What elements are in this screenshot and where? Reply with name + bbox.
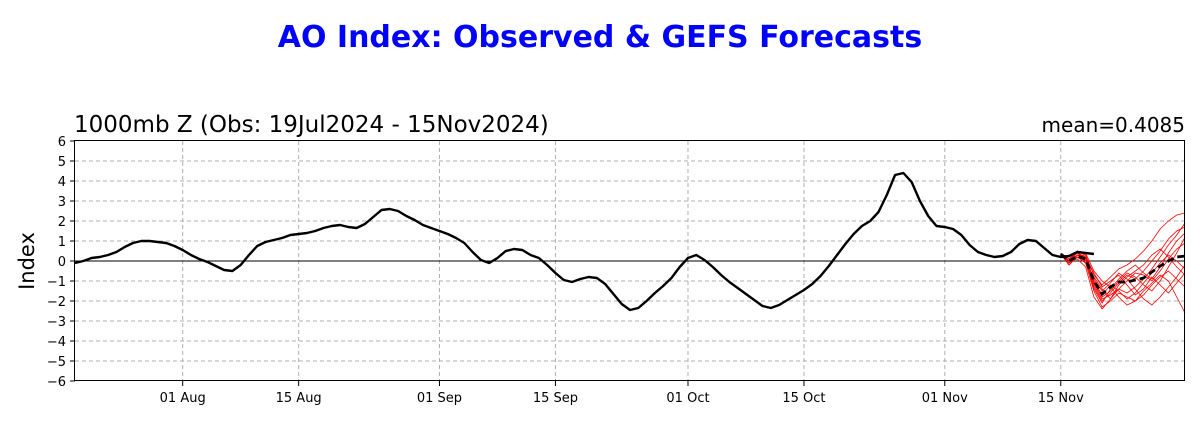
y-tick-label: 0 <box>58 255 66 270</box>
y-tick-label: 3 <box>58 195 66 210</box>
y-tick-label: 1 <box>58 235 66 250</box>
x-tick-label: 01 Aug <box>160 391 206 406</box>
ensemble-mean-line <box>1059 252 1186 297</box>
x-tick-label: 01 Oct <box>666 391 709 406</box>
y-tick-label: −1 <box>47 275 66 290</box>
x-tick-label: 15 Aug <box>276 391 322 406</box>
x-tick-label: 15 Nov <box>1038 391 1084 406</box>
y-axis-ticks: −6 −5 −4 −3 −2 −1 0 1 2 3 4 5 6 <box>47 135 75 390</box>
ensemble-members <box>1060 212 1186 314</box>
observed-line <box>74 171 1095 312</box>
y-tick-label: −6 <box>47 375 66 390</box>
y-tick-label: 4 <box>58 175 66 190</box>
y-tick-label: −4 <box>47 335 66 350</box>
ensemble-member-line <box>1060 253 1186 300</box>
y-axis-label: Index <box>15 232 39 290</box>
x-axis-ticks: 01 Aug 15 Aug 01 Sep 15 Sep 01 Oct 15 Oct 01 N… <box>160 381 1084 406</box>
ensemble-mean-series <box>1059 252 1186 297</box>
main-title: AO Index: Observed & GEFS Forecasts <box>277 20 923 55</box>
observed-series <box>74 171 1095 312</box>
x-tick-label: 15 Sep <box>533 391 578 406</box>
ensemble-member-line <box>1060 232 1186 304</box>
x-tick-label: 01 Sep <box>417 391 462 406</box>
plot-frame <box>74 140 1185 381</box>
y-tick-label: 6 <box>58 135 66 150</box>
chart-subtitle: 1000mb Z (Obs: 19Jul2024 - 15Nov2024) <box>74 112 549 138</box>
ensemble-member-line <box>1060 212 1186 286</box>
y-tick-label: −2 <box>47 295 66 310</box>
y-tick-label: 2 <box>58 215 66 230</box>
x-tick-label: 01 Nov <box>922 391 968 406</box>
mean-value-label: mean=0.4085 <box>1042 113 1185 137</box>
ensemble-member-line <box>1060 253 1186 296</box>
x-tick-label: 15 Oct <box>782 391 825 406</box>
y-tick-label: −3 <box>47 315 66 330</box>
y-tick-label: 5 <box>58 155 66 170</box>
y-tick-label: −5 <box>47 355 66 370</box>
